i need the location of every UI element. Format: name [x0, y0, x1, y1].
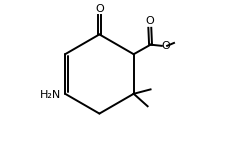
Text: H₂N: H₂N [40, 90, 62, 100]
Text: O: O [146, 16, 154, 26]
Text: O: O [162, 41, 171, 51]
Text: O: O [95, 4, 104, 14]
